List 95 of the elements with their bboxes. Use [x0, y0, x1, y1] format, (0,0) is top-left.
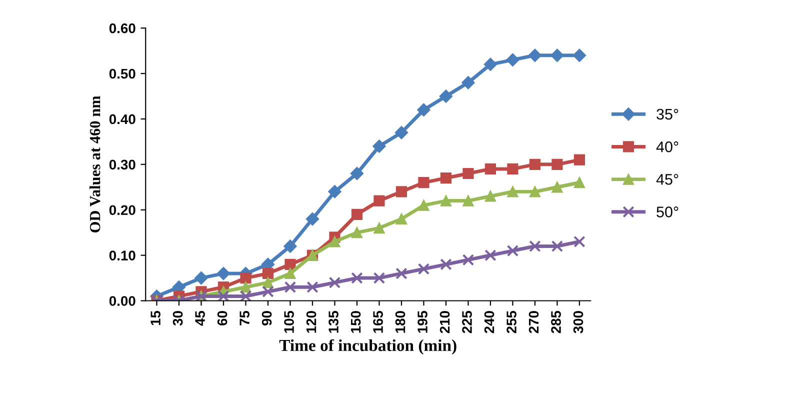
y-tick-label: 0.50 [109, 68, 136, 79]
x-tick-label: 120 [306, 311, 316, 333]
point [528, 48, 542, 62]
point [507, 163, 518, 175]
y-tick-label: 0.30 [109, 160, 136, 170]
point [506, 244, 519, 257]
x-tick-label: 105 [284, 310, 294, 333]
x-tick-label: 225 [462, 310, 472, 334]
point [351, 272, 363, 284]
point [484, 190, 496, 202]
point [574, 177, 585, 188]
point [328, 185, 342, 198]
point [194, 271, 208, 285]
point [574, 236, 586, 248]
x-tick-label: 210 [440, 311, 450, 334]
point [572, 48, 586, 62]
point [306, 212, 320, 226]
point [328, 276, 341, 288]
point [240, 272, 252, 284]
point [284, 268, 296, 280]
point [551, 240, 564, 252]
legend-label: 45° [656, 174, 678, 185]
legend-label: 50° [656, 206, 678, 218]
point [374, 195, 385, 206]
point [484, 58, 498, 72]
y-tick-label: 0.60 [109, 23, 136, 34]
y-axis-title: OD Values at 460 nm [89, 96, 100, 232]
point [262, 286, 274, 298]
point [284, 258, 296, 270]
x-tick-label: 150 [350, 311, 361, 333]
point [350, 166, 364, 180]
point [506, 53, 520, 66]
point [550, 48, 564, 62]
x-tick-label: 300 [573, 311, 584, 334]
point [484, 249, 496, 262]
point [507, 186, 518, 198]
point [529, 240, 541, 252]
point [284, 240, 297, 253]
point [284, 281, 296, 294]
point [574, 154, 585, 166]
point [374, 222, 385, 234]
point [417, 103, 430, 116]
x-tick-label: 90 [262, 311, 272, 326]
point [373, 272, 386, 284]
x-tick-label: 240 [484, 311, 494, 334]
point [329, 236, 340, 248]
x-tick-label: 270 [528, 311, 539, 334]
point [306, 281, 318, 294]
point [440, 172, 452, 184]
x-tick-label: 45 [195, 310, 205, 326]
point [262, 277, 274, 288]
x-tick-label: 135 [328, 310, 338, 333]
point [462, 195, 474, 206]
x-tick-label: 75 [240, 310, 250, 326]
x-tick-label: 195 [418, 310, 428, 333]
legend-label: 35° [656, 108, 678, 120]
point [240, 282, 252, 293]
point [552, 158, 563, 170]
x-tick-label: 30 [172, 311, 183, 326]
point [262, 268, 274, 280]
point [440, 258, 452, 270]
x-tick-label: 165 [373, 310, 383, 333]
point [552, 182, 563, 193]
point [462, 168, 474, 180]
x-axis-title: Time of incubation (min) [279, 339, 456, 354]
point [462, 76, 475, 90]
point [351, 208, 363, 220]
y-tick-label: 0.00 [109, 296, 136, 306]
x-tick-label: 255 [506, 310, 516, 334]
y-tick-label: 0.40 [109, 114, 136, 124]
point [396, 268, 408, 280]
point [216, 266, 230, 280]
point [440, 195, 452, 206]
x-tick-label: 285 [551, 310, 561, 334]
point [372, 140, 386, 153]
point [240, 290, 252, 301]
point [218, 290, 230, 301]
point [462, 254, 474, 266]
y-tick-label: 0.20 [109, 205, 136, 216]
point [418, 177, 430, 188]
point [529, 158, 541, 170]
point [351, 227, 363, 238]
x-tick-label: 180 [395, 311, 406, 333]
point [418, 263, 430, 275]
x-tick-label: 15 [150, 310, 160, 326]
point [396, 186, 408, 198]
x-tick-label: 60 [217, 311, 228, 326]
point [396, 213, 408, 224]
point [529, 186, 541, 198]
point [394, 126, 408, 140]
y-tick-label: 0.10 [109, 250, 136, 260]
point [439, 90, 453, 103]
point [418, 200, 430, 211]
legend-label: 40° [656, 141, 678, 152]
point [484, 163, 496, 175]
